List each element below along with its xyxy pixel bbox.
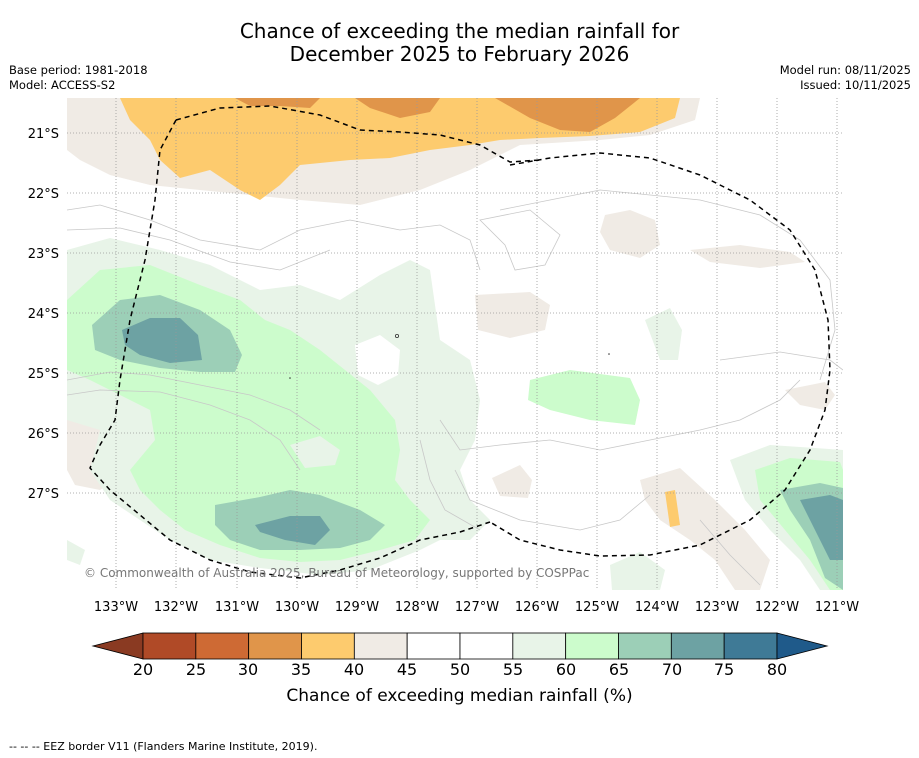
colorbar-swatch (723, 632, 778, 660)
lon-label: 133°W (94, 600, 138, 615)
graticule (67, 98, 843, 590)
colorbar-tick: 25 (185, 660, 207, 679)
contour-70-75-south (255, 516, 330, 545)
contour-55-60-small2 (610, 552, 665, 590)
colorbar (91, 632, 829, 660)
contour-40-45-blob4 (785, 382, 835, 410)
lon-label: 128°W (395, 600, 439, 615)
island-marker (608, 353, 610, 355)
map-title-line1: Chance of exceeding the median rainfall … (239, 19, 680, 43)
colorbar-tick: 55 (502, 660, 524, 679)
colorbar-tick: 70 (661, 660, 683, 679)
contour-35-40-small (665, 490, 680, 527)
colorbar-tick: 60 (555, 660, 577, 679)
model-name: Model: ACCESS-S2 (9, 78, 116, 92)
lon-label: 127°W (455, 600, 499, 615)
colorbar-extend-low (91, 632, 144, 660)
lat-label: 26°S (28, 427, 59, 442)
island-marker (394, 333, 399, 338)
island-marker (289, 377, 291, 379)
colorbar-swatch (565, 632, 619, 660)
contour-30-35-b (355, 98, 440, 118)
eez-border-east (489, 152, 831, 557)
lat-label: 24°S (28, 307, 59, 322)
colorbar-swatch (195, 632, 250, 660)
lon-label: 126°W (515, 600, 559, 615)
contour-40-45-blob2 (690, 245, 805, 268)
issued-date: Issued: 10/11/2025 (800, 78, 911, 92)
contour-40-45-blob5 (492, 465, 532, 498)
lon-label: 123°W (695, 600, 739, 615)
colorbar-title: Chance of exceeding median rainfall (%) (286, 686, 633, 706)
contour-30-35-a (235, 98, 320, 108)
lon-label: 124°W (635, 600, 679, 615)
colorbar-tick: 45 (396, 660, 418, 679)
map-title-line2: December 2025 to February 2026 (289, 42, 630, 66)
contour-45-55-hole1 (355, 335, 400, 385)
contour-40-45-blob1 (600, 210, 660, 258)
contour-30-35-c (495, 98, 640, 132)
colorbar-tick: 40 (343, 660, 365, 679)
contour-lines (67, 189, 843, 586)
colorbar-tick: 75 (713, 660, 735, 679)
base-period: Base period: 1981-2018 (9, 63, 148, 77)
lon-label: 132°W (154, 600, 198, 615)
colorbar-extend-high (776, 632, 829, 660)
lon-label: 121°W (815, 600, 859, 615)
eez-footnote: -- -- -- EEZ border V11 (Flanders Marine… (9, 740, 318, 753)
lon-label: 122°W (755, 600, 799, 615)
contour-70-75-east (800, 495, 843, 560)
longitude-labels: 133°W 132°W 131°W 130°W 129°W 128°W 127°… (94, 600, 859, 615)
contour-40-45-blob3 (475, 292, 550, 338)
lat-label: 23°S (28, 247, 59, 262)
contour-55-60-small3 (67, 540, 85, 565)
eez-border-west (89, 119, 491, 579)
contour-60-65-patch (528, 370, 640, 425)
colorbar-swatch (248, 632, 302, 660)
model-run: Model run: 08/11/2025 (779, 63, 911, 77)
colorbar-tick: 50 (449, 660, 471, 679)
lon-label: 125°W (575, 600, 619, 615)
colorbar-swatch (353, 632, 408, 660)
colorbar-tick: 65 (608, 660, 630, 679)
lat-label: 22°S (28, 187, 59, 202)
contour-55-60-hole2 (290, 436, 340, 468)
contour-70-75-west (122, 318, 202, 363)
copyright-text: © Commonwealth of Australia 2025, Bureau… (84, 566, 589, 580)
colorbar-tick: 80 (766, 660, 788, 679)
map-area (67, 98, 843, 590)
colorbar-swatch (618, 632, 672, 660)
colorbar-swatch (142, 632, 197, 660)
colorbar-swatch (301, 632, 355, 660)
colorbar-tick: 35 (290, 660, 312, 679)
contour-35-40-top (120, 98, 680, 200)
colorbar-swatch (670, 632, 725, 660)
lat-label: 21°S (28, 127, 59, 142)
lon-label: 131°W (215, 600, 259, 615)
eez-border-north (175, 105, 541, 163)
colorbar-swatch (459, 632, 514, 660)
latitude-labels: 21°S 22°S 23°S 24°S 25°S 26°S 27°S (28, 127, 59, 502)
colorbar-tick: 20 (132, 660, 154, 679)
colorbar-tick: 30 (237, 660, 259, 679)
lon-label: 129°W (335, 600, 379, 615)
lon-label: 130°W (275, 600, 319, 615)
colorbar-swatch (406, 632, 461, 660)
lat-label: 25°S (28, 367, 59, 382)
lat-label: 27°S (28, 487, 59, 502)
colorbar-swatch (512, 632, 567, 660)
contour-55-60-small1 (645, 308, 682, 360)
